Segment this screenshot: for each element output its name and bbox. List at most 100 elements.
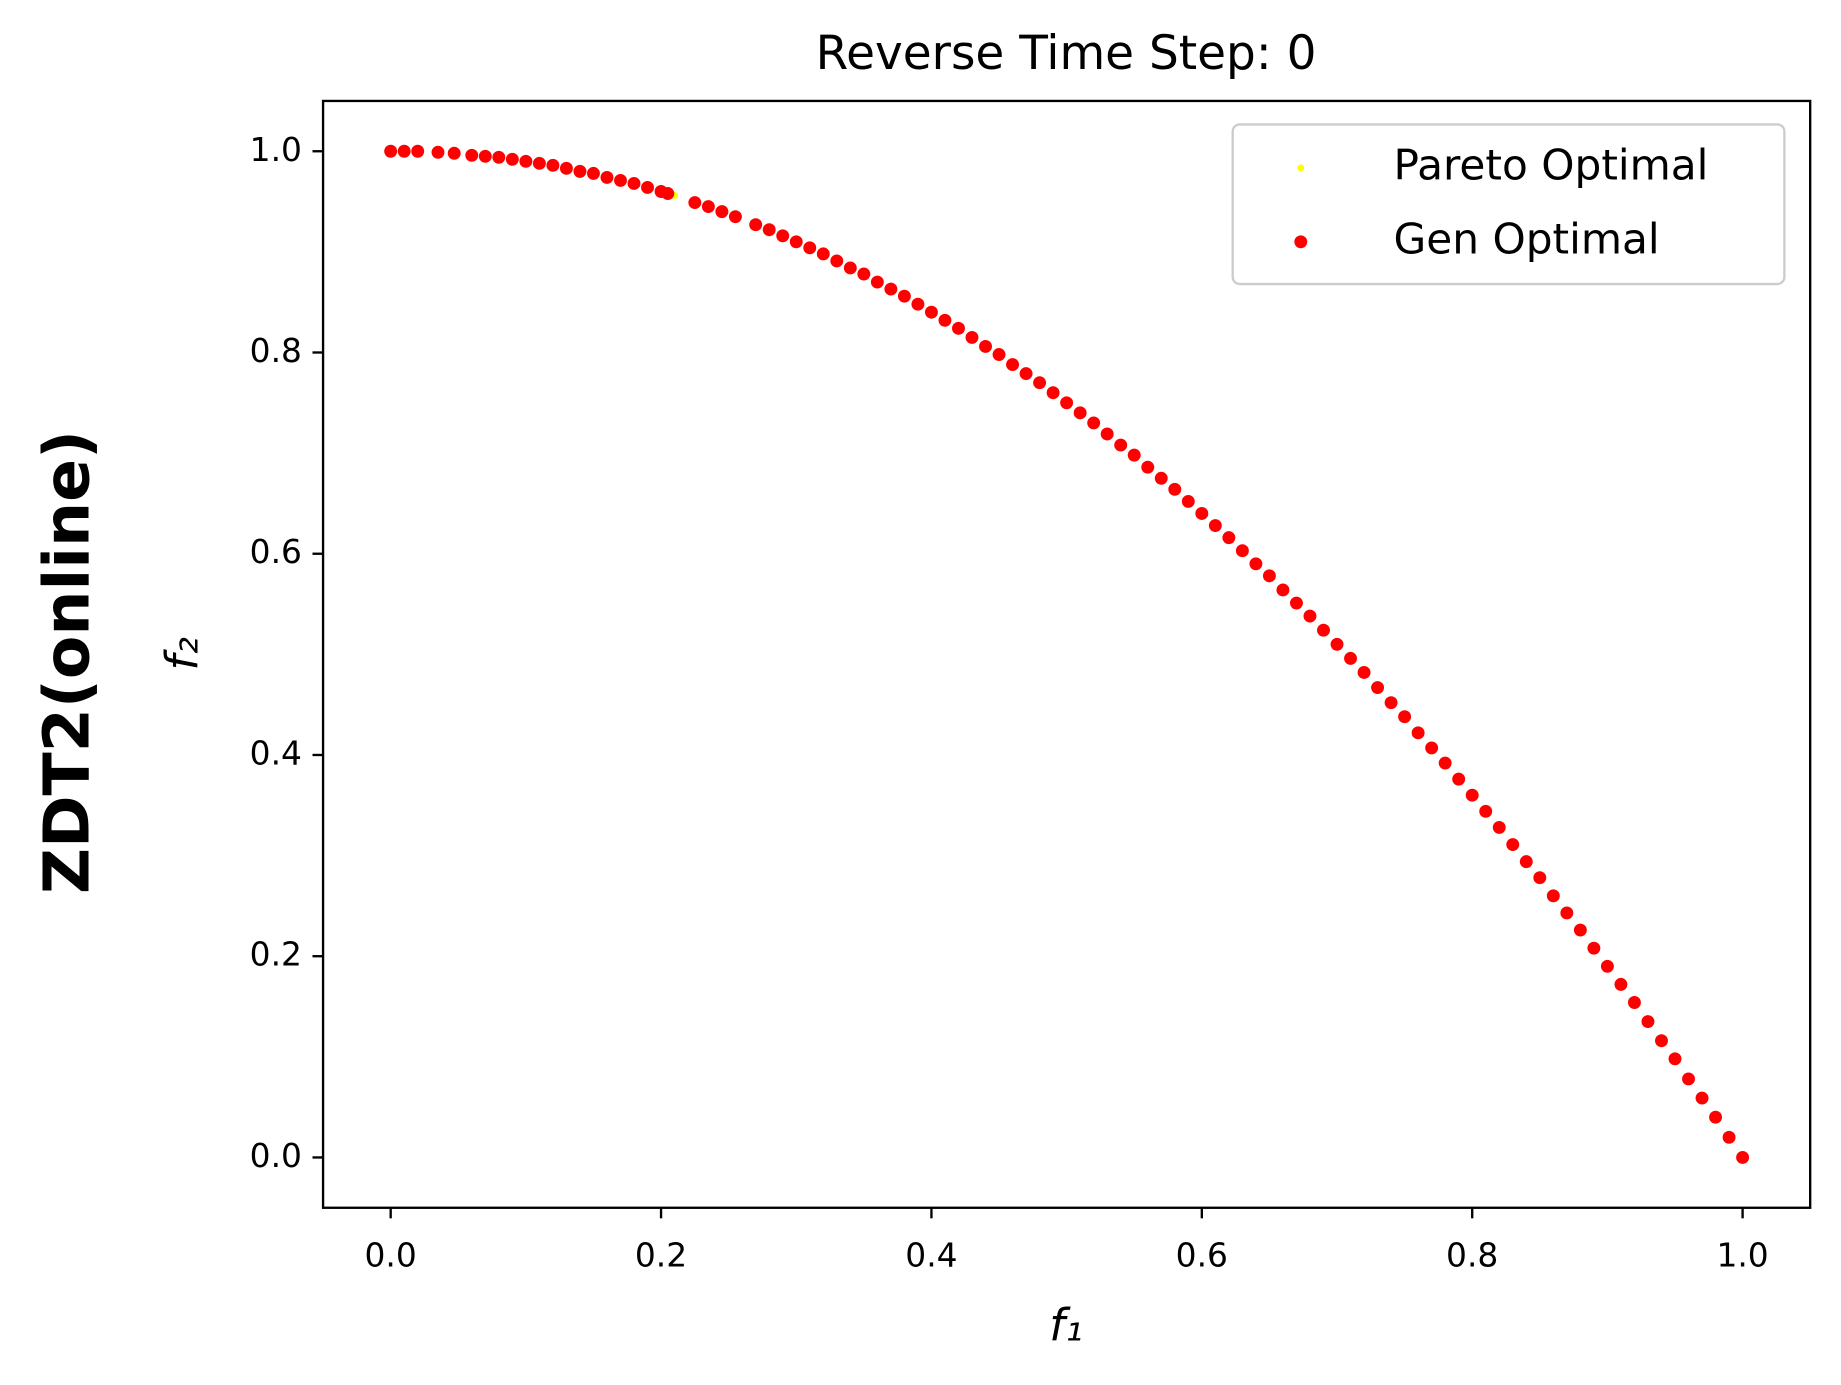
data-point — [573, 164, 587, 178]
data-point — [1614, 977, 1628, 991]
y-tick-label: 1.0 — [250, 130, 302, 169]
data-point — [384, 144, 398, 158]
x-tick-label: 0.6 — [1176, 1236, 1228, 1275]
data-point — [1546, 889, 1560, 903]
data-point — [1479, 804, 1493, 818]
x-tick-label: 0.4 — [905, 1236, 957, 1275]
data-point — [762, 223, 776, 237]
data-point — [1438, 756, 1452, 770]
data-point — [1695, 1091, 1709, 1105]
data-point — [411, 144, 425, 158]
data-point — [897, 289, 911, 303]
data-point — [431, 145, 445, 159]
data-point — [1425, 741, 1439, 755]
data-point — [1127, 448, 1141, 462]
data-point — [843, 261, 857, 275]
legend-marker — [1297, 164, 1305, 172]
data-point — [600, 170, 614, 184]
legend-label: Pareto Optimal — [1394, 140, 1709, 189]
data-point — [1195, 507, 1209, 520]
data-point — [1492, 820, 1506, 834]
data-point — [641, 181, 654, 194]
x-tick-label: 0.0 — [365, 1236, 417, 1275]
data-point — [1100, 427, 1114, 441]
chart-title: Reverse Time Step: 0 — [816, 26, 1317, 81]
data-point — [1736, 1151, 1750, 1164]
data-point — [1141, 460, 1155, 474]
data-point — [587, 166, 600, 180]
legend-marker — [1294, 235, 1308, 249]
legend: Pareto Optimal Gen Optimal — [1231, 123, 1786, 286]
data-point — [952, 321, 965, 335]
x-tick-label: 1.0 — [1716, 1236, 1768, 1275]
x-axis-label: f₁ — [1049, 1300, 1083, 1352]
plot-area — [384, 144, 1750, 1164]
data-point — [728, 210, 742, 224]
data-point — [1682, 1072, 1695, 1086]
y-tick-label: 0.2 — [250, 935, 302, 974]
data-point — [661, 187, 675, 200]
legend-frame — [1231, 123, 1786, 286]
data-point — [1573, 923, 1587, 937]
data-point — [1208, 519, 1222, 533]
data-point — [447, 146, 461, 160]
data-point — [1600, 959, 1614, 973]
data-point — [884, 282, 898, 296]
data-point — [1344, 651, 1357, 665]
data-point — [1033, 376, 1047, 390]
y-axis-label: f₂ — [157, 637, 209, 671]
data-point — [1519, 855, 1533, 869]
data-point — [1006, 358, 1020, 372]
data-point — [492, 150, 506, 164]
data-point — [1181, 494, 1195, 508]
legend-label: Gen Optimal — [1394, 214, 1660, 263]
data-point — [532, 156, 546, 170]
data-point — [1668, 1052, 1682, 1066]
data-point — [1465, 788, 1479, 802]
data-point — [1641, 1015, 1655, 1029]
data-point — [701, 200, 715, 214]
data-point — [1722, 1130, 1736, 1144]
data-point — [965, 330, 979, 344]
data-point — [397, 144, 411, 158]
data-point — [1587, 941, 1601, 955]
data-point — [776, 229, 790, 243]
data-point — [1398, 710, 1412, 724]
data-point — [1560, 906, 1574, 920]
data-point — [1262, 569, 1276, 583]
data-point — [1655, 1034, 1668, 1048]
data-point — [870, 275, 884, 289]
data-point — [715, 205, 729, 219]
data-point — [1627, 996, 1641, 1009]
data-point — [546, 158, 560, 172]
y-tick-label: 0.8 — [250, 331, 302, 370]
data-point — [688, 196, 702, 210]
data-point — [1371, 681, 1385, 695]
data-point — [857, 267, 871, 281]
side-label: ZDT2(online) — [29, 430, 103, 894]
data-point — [1249, 557, 1263, 571]
data-point — [1330, 637, 1344, 651]
data-point — [816, 247, 830, 261]
data-point — [992, 348, 1006, 361]
data-point — [803, 241, 817, 255]
data-point — [1060, 396, 1074, 410]
data-point — [505, 152, 519, 166]
data-point — [1046, 386, 1060, 400]
data-point — [1452, 772, 1466, 786]
data-point — [938, 313, 952, 327]
y-tick-label: 0.4 — [250, 733, 302, 772]
data-point — [1709, 1110, 1723, 1124]
data-point — [1317, 623, 1330, 637]
data-point — [924, 305, 938, 319]
y-tick-label: 0.0 — [250, 1136, 302, 1175]
data-point — [465, 148, 479, 162]
data-point — [789, 235, 803, 249]
data-point — [1235, 544, 1249, 558]
data-point — [519, 154, 533, 168]
data-point — [1357, 666, 1371, 679]
data-point — [1276, 583, 1290, 597]
data-point — [979, 339, 992, 353]
